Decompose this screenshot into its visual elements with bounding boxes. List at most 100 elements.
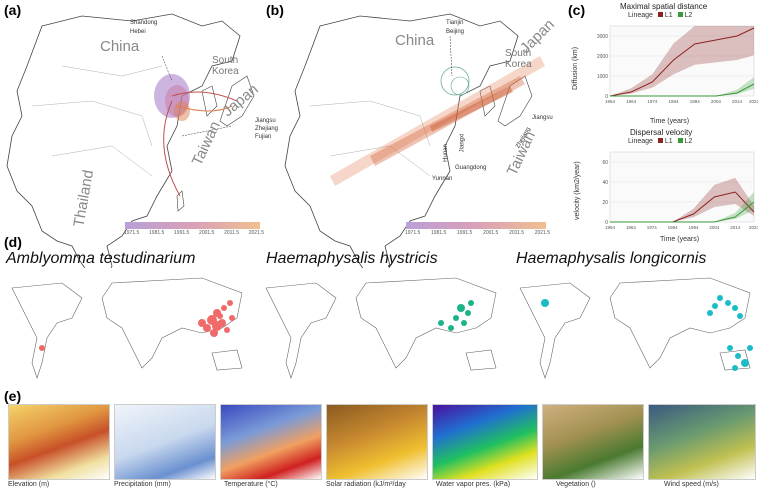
- species-name-1: Amblyomma testudinarium: [6, 250, 196, 267]
- label-tianjin: Tianjin: [446, 20, 464, 26]
- x-tick-label: 1994: [688, 225, 699, 230]
- legend-tick: 1971.5: [405, 230, 421, 236]
- x-tick-label: 2014: [732, 99, 743, 104]
- label-jiangsu-b: Jiangsu: [532, 115, 553, 121]
- caption-elevation: Elevation (m): [8, 481, 50, 488]
- l2-label: L2: [684, 138, 693, 145]
- x-tick-label: 2022: [749, 99, 758, 104]
- panel-a-map: [6, 13, 255, 307]
- label-beijing: Beijing: [446, 29, 465, 35]
- series-line-L2: [610, 201, 755, 223]
- legend-tick: 2011.5: [509, 230, 524, 236]
- chart-bottom-title: Dispersal velocity: [630, 128, 693, 137]
- panel-b-time-legend: [406, 222, 546, 229]
- x-tick-label: 1994: [690, 99, 701, 104]
- x-tick-label: 1984: [669, 99, 680, 104]
- label-hebei: Hebei: [130, 29, 146, 35]
- label-zhejiang: Zhejiang: [255, 126, 279, 132]
- legend-tick: 1981.5: [149, 230, 165, 236]
- series-band-L1: [610, 177, 754, 222]
- panel-c-letter: (c): [568, 2, 586, 18]
- label-yunnan: Yunnan: [432, 176, 453, 182]
- x-tick-label: 2014: [730, 225, 741, 230]
- l1-label: L1: [664, 12, 673, 19]
- chart-top-xlabel: Time (years): [650, 118, 690, 125]
- legend-tick: 2001.5: [483, 230, 499, 236]
- label-jiangxi: Jiangxi: [459, 133, 466, 153]
- legend-tick: 2021.5: [248, 230, 264, 236]
- env-vapor-map: [432, 404, 538, 480]
- panel-a-time-legend: [125, 222, 260, 229]
- legend-tick: 2001.5: [199, 230, 215, 236]
- series-band-L1: [610, 26, 754, 96]
- lineage-label: Lineage: [628, 12, 653, 19]
- env-vegetation-map: [542, 404, 644, 480]
- x-tick-label: 1954: [605, 99, 616, 104]
- env-solar-map: [326, 404, 428, 480]
- panel-d-letter: (d): [4, 234, 22, 250]
- env-precipitation-map: [114, 404, 216, 480]
- caption-solar: Solar radiation (kJ/m²/day: [326, 481, 406, 488]
- x-tick-label: 1974: [647, 99, 658, 104]
- legend-tick: 1991.5: [457, 230, 473, 236]
- label-fujian: Fujian: [255, 134, 272, 140]
- x-tick-label: 1974: [647, 225, 658, 230]
- chart-bottom-ylabel: velocity (km2/year): [574, 161, 581, 220]
- lineage-legend-bottom: Lineage L1 L2: [628, 138, 692, 145]
- y-tick-label: 1000: [597, 74, 608, 80]
- caption-wind: Wind speed (m/s): [664, 481, 719, 488]
- label-south-korea: South Korea: [212, 55, 239, 77]
- panel-b-map: [284, 13, 545, 307]
- series-line-L2: [610, 83, 755, 97]
- y-tick-label: 40: [602, 180, 608, 186]
- label-guangdong: Guangdong: [455, 165, 487, 171]
- y-tick-label: 60: [602, 160, 608, 166]
- l1-swatch: [657, 138, 663, 143]
- env-wind-map: [648, 404, 756, 480]
- species-name-3: Haemaphysalis longicornis: [516, 250, 707, 267]
- y-tick-label: 0: [605, 220, 608, 226]
- legend-tick: 2021.5: [534, 230, 550, 236]
- legend-tick: 1981.5: [431, 230, 447, 236]
- lineage-label: Lineage: [628, 138, 653, 145]
- label-china: China: [100, 38, 140, 55]
- x-tick-label: 2004: [709, 225, 720, 230]
- label-shandong: Shandong: [130, 20, 158, 26]
- x-tick-label: 1954: [605, 225, 616, 230]
- world-map-2: [256, 268, 506, 386]
- y-tick-label: 2000: [597, 54, 608, 60]
- caption-precipitation: Precipitation (mm): [114, 481, 171, 488]
- l2-label: L2: [684, 12, 693, 19]
- caption-vegetation: Vegetation (): [556, 481, 596, 488]
- x-tick-label: 1984: [668, 225, 679, 230]
- panel-e-letter: (e): [4, 388, 22, 404]
- label-hunan: Hunan: [442, 144, 449, 162]
- env-elevation-map: [8, 404, 110, 480]
- chart-bottom-xlabel: Time (years): [660, 236, 700, 243]
- panel-a-legend-ticks: 1971.5 1981.5 1991.5 2001.5 2011.5 2021.…: [124, 230, 264, 236]
- chart-top-ylabel: Diffusion (km): [572, 46, 579, 90]
- panel-b-legend-ticks: 1971.5 1981.5 1991.5 2001.5 2011.5 2021.…: [405, 230, 550, 236]
- l1-label: L1: [664, 138, 673, 145]
- plot-area: [609, 151, 755, 223]
- env-temperature-map: [220, 404, 322, 480]
- caption-temperature: Temperature (°C): [224, 481, 278, 488]
- label-jiangsu: Jiangsu: [255, 118, 276, 124]
- panel-a-letter: (a): [4, 2, 22, 18]
- label-china-b: China: [395, 32, 435, 49]
- l2-swatch: [677, 12, 683, 17]
- x-tick-label: 1964: [626, 225, 637, 230]
- y-tick-label: 20: [602, 200, 608, 206]
- species-name-2: Haemaphysalis hystricis: [266, 250, 438, 267]
- lineage-legend-top: Lineage L1 L2: [628, 12, 692, 19]
- panel-b-letter: (b): [266, 2, 284, 18]
- caption-vapor: Water vapor pres. (kPa): [436, 481, 511, 488]
- series-line-L1: [609, 27, 755, 97]
- y-tick-label: 0: [605, 94, 608, 100]
- legend-tick: 1991.5: [174, 230, 190, 236]
- world-map-1: [2, 268, 252, 386]
- x-tick-label: 2004: [711, 99, 722, 104]
- label-south-korea-b: South Korea: [505, 48, 532, 70]
- chart-top-title: Maximal spatial distance: [620, 2, 708, 11]
